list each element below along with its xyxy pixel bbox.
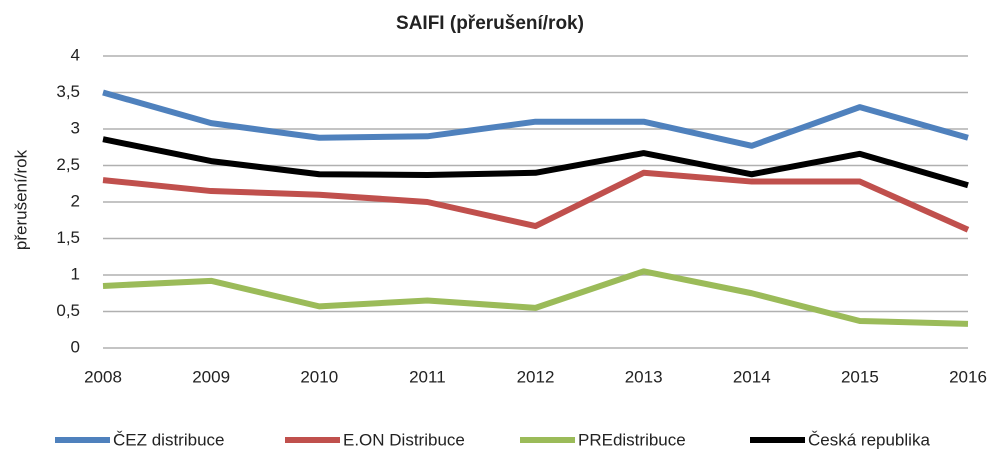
series-line <box>102 136 969 189</box>
legend-label: PREdistribuce <box>578 430 686 449</box>
x-tick-label: 2015 <box>841 367 879 386</box>
y-tick-label: 3 <box>71 118 80 137</box>
series-line <box>102 89 969 149</box>
y-tick-label: 0,5 <box>56 301 80 320</box>
y-tick-label: 4 <box>71 45 80 64</box>
y-tick-label: 0 <box>71 337 80 356</box>
x-tick-label: 2008 <box>84 367 122 386</box>
x-tick-label: 2009 <box>192 367 230 386</box>
legend-label: E.ON Distribuce <box>343 430 465 449</box>
x-tick-label: 2011 <box>409 367 446 386</box>
y-tick-label: 3,5 <box>56 82 80 101</box>
x-tick-label: 2014 <box>733 367 771 386</box>
x-tick-label: 2016 <box>949 367 987 386</box>
legend-label: ČEZ distribuce <box>113 430 224 449</box>
y-tick-label: 2,5 <box>56 155 80 174</box>
y-tick-label: 1,5 <box>56 228 80 247</box>
series-line <box>102 268 969 327</box>
x-tick-label: 2012 <box>517 367 555 386</box>
y-axis-label: přerušení/rok <box>11 149 30 250</box>
chart-title: SAIFI (přerušení/rok) <box>396 13 584 34</box>
y-tick-label: 2 <box>71 191 80 210</box>
series-line <box>102 169 970 233</box>
y-tick-label: 1 <box>71 264 80 283</box>
x-tick-label: 2010 <box>300 367 338 386</box>
legend-label: Česká republika <box>808 430 930 449</box>
x-tick-label: 2013 <box>625 367 663 386</box>
